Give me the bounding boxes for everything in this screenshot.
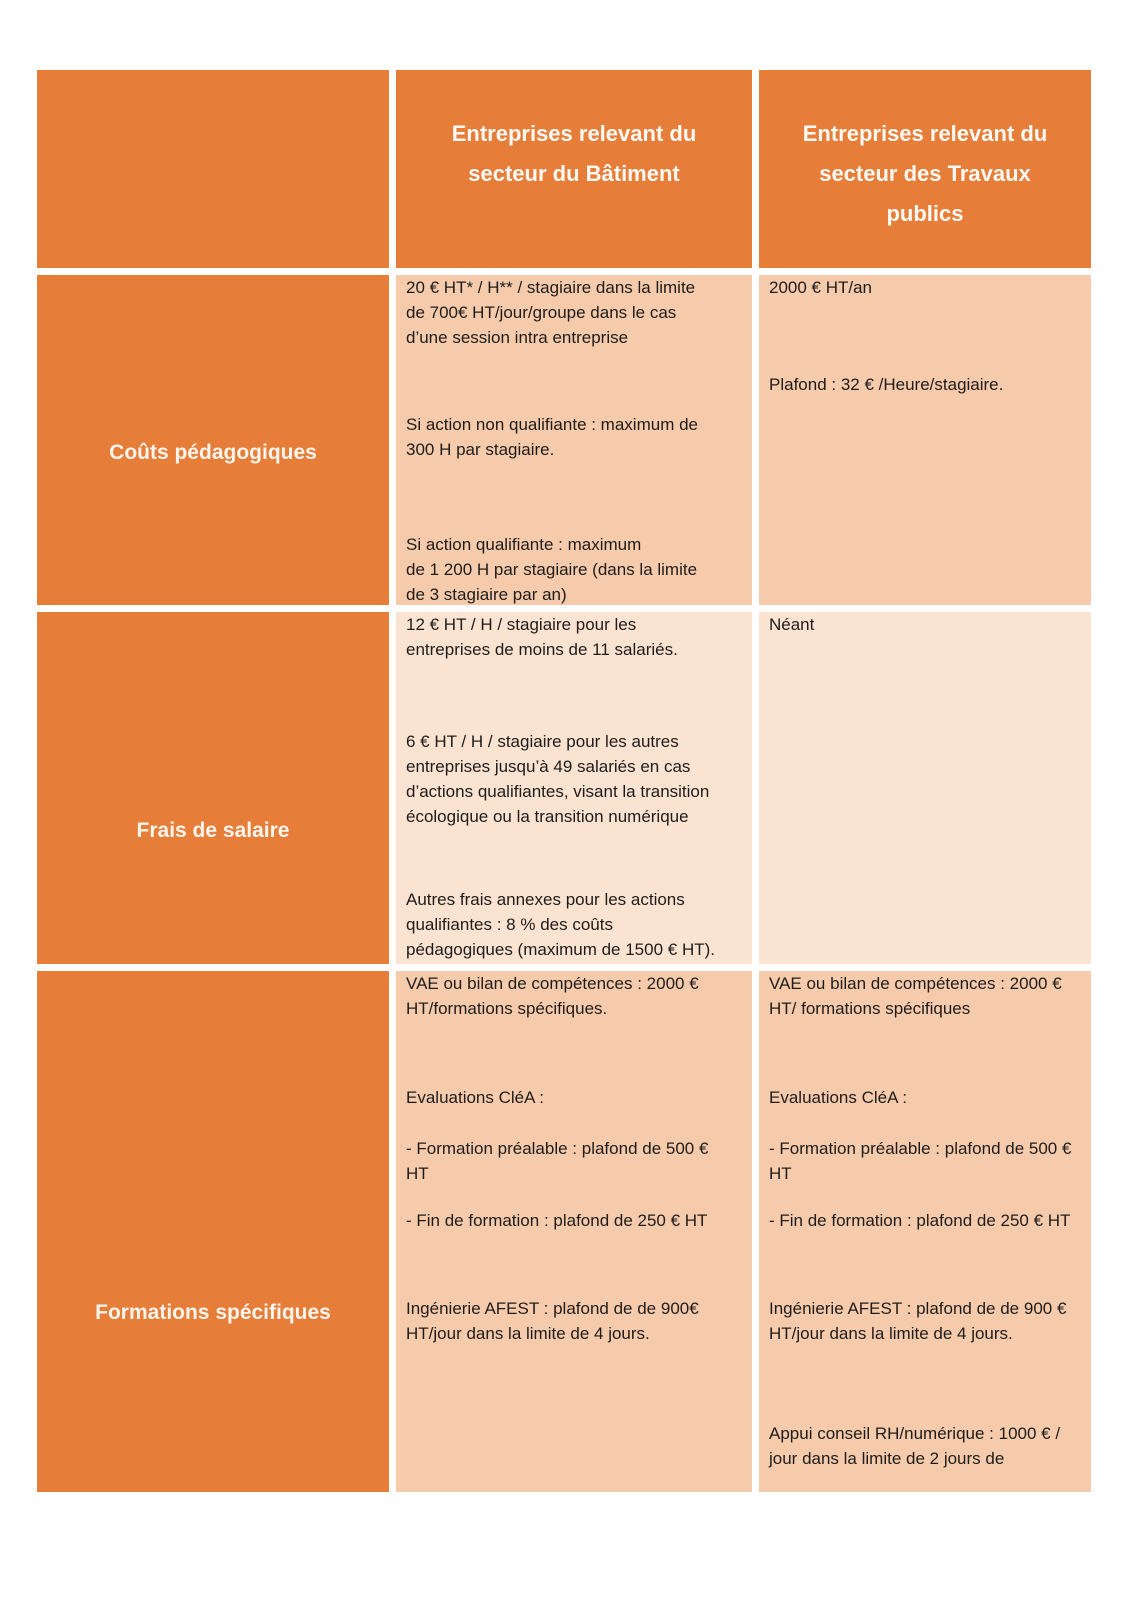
cell-formations-batiment: VAE ou bilan de compétences : 2000 € HT/… xyxy=(396,971,752,1492)
cell-couts-travaux: 2000 € HT/an Plafond : 32 € /Heure/stagi… xyxy=(759,275,1091,605)
paragraph: - Formation préalable : plafond de 500 €… xyxy=(769,1139,1072,1183)
cell-frais-travaux: Néant xyxy=(759,612,1091,964)
paragraph: VAE ou bilan de compétences : 2000 € HT/… xyxy=(406,974,699,1018)
paragraph: 2000 € HT/an xyxy=(769,278,873,297)
row-label-couts-pedagogiques: Coûts pédagogiques xyxy=(37,275,389,605)
paragraph: - Formation préalable : plafond de 500 €… xyxy=(406,1139,709,1183)
header-travaux: Entreprises relevant du secteur des Trav… xyxy=(759,70,1091,268)
paragraph: 12 € HT / H / stagiaire pour les entrepr… xyxy=(406,615,678,659)
paragraph: Autres frais annexes pour les actions qu… xyxy=(406,890,715,959)
paragraph: 20 € HT* / H** / stagiaire dans la limit… xyxy=(406,278,696,347)
header-batiment: Entreprises relevant du secteur du Bâtim… xyxy=(396,70,752,268)
paragraph: Si action qualifiante : maximum de 1 200… xyxy=(406,535,698,604)
paragraph: VAE ou bilan de compétences : 2000 € HT/… xyxy=(769,974,1062,1018)
paragraph: Appui conseil RH/numérique : 1000 € / jo… xyxy=(769,1424,1061,1468)
row-label-frais-de-salaire: Frais de salaire xyxy=(37,612,389,964)
funding-table: Entreprises relevant du secteur du Bâtim… xyxy=(37,70,1091,1492)
corner-cell xyxy=(37,70,389,268)
paragraph: - Fin de formation : plafond de 250 € HT xyxy=(406,1211,708,1230)
paragraph: Ingénierie AFEST : plafond de de 900 € H… xyxy=(769,1299,1067,1343)
paragraph: Ingénierie AFEST : plafond de de 900€ HT… xyxy=(406,1299,699,1343)
paragraph: Plafond : 32 € /Heure/stagiaire. xyxy=(769,375,1004,394)
paragraph: Néant xyxy=(769,615,815,634)
cell-frais-batiment: 12 € HT / H / stagiaire pour les entrepr… xyxy=(396,612,752,964)
paragraph: Si action non qualifiante : maximum de 3… xyxy=(406,415,698,459)
paragraph: - Fin de formation : plafond de 250 € HT xyxy=(769,1211,1071,1230)
cell-formations-travaux: VAE ou bilan de compétences : 2000 € HT/… xyxy=(759,971,1091,1492)
paragraph: Evaluations CléA : xyxy=(406,1088,544,1107)
row-label-formations-specifiques: Formations spécifiques xyxy=(37,971,389,1492)
paragraph: Evaluations CléA : xyxy=(769,1088,907,1107)
paragraph: 6 € HT / H / stagiaire pour les autres e… xyxy=(406,732,710,826)
cell-couts-batiment: 20 € HT* / H** / stagiaire dans la limit… xyxy=(396,275,752,605)
